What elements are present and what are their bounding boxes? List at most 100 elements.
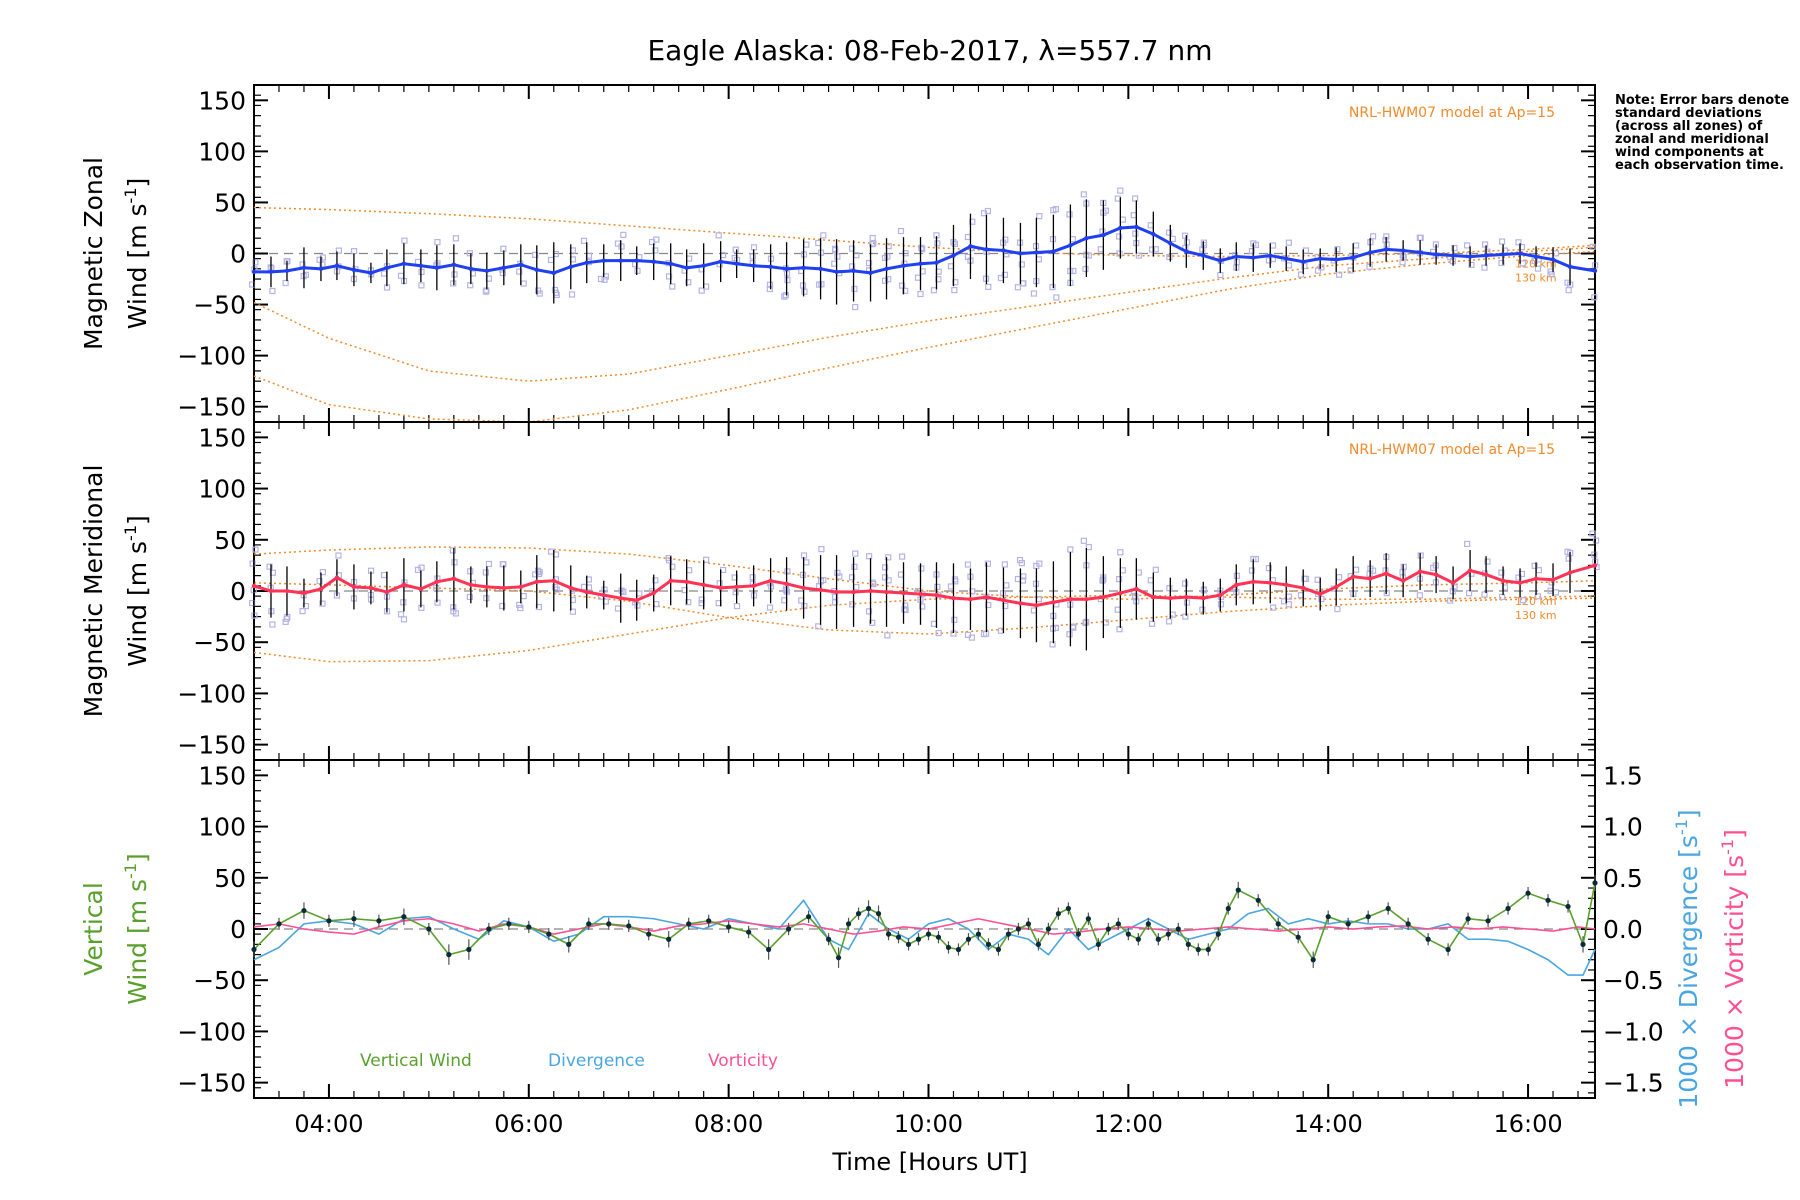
zonal-wind-point [1284, 256, 1289, 261]
zonal-wind-point [618, 258, 623, 263]
meridional-wind-point [334, 575, 340, 580]
meridional-zone-marker [951, 616, 958, 623]
zonal-zone-marker [620, 231, 627, 238]
meridional-wind-point [1333, 584, 1339, 590]
zonal-wind-point [801, 265, 806, 270]
zonal-wind-point [868, 270, 873, 276]
vertical-wind-point [301, 907, 307, 914]
vertical-wind-point [486, 926, 492, 932]
zonal-zone-marker [964, 233, 972, 241]
vertical-wind-panel: −150 −100 −50 0 50 100 150 Vertical Wind [m s-1]… [79, 759, 1749, 1138]
meridional-zone-marker [1181, 580, 1189, 587]
zonal-zone-marker [1181, 232, 1189, 239]
zonal-zone-marker [1036, 213, 1043, 220]
zonal-zone-marker [749, 253, 756, 260]
zonal-zone-marker [715, 232, 722, 239]
vertical-wind-point [955, 946, 962, 953]
meridional-zone-marker [451, 559, 458, 566]
vertical-wind-point [1075, 931, 1081, 937]
vertical-wind-point [1105, 926, 1111, 932]
meridional-zone-marker [1030, 607, 1038, 614]
zonal-wind-point [1134, 224, 1139, 230]
zonal-zone-marker [1035, 256, 1042, 263]
vertical-wind-point [1445, 946, 1451, 953]
meridional-zone-marker [784, 568, 791, 575]
meridional-zone-marker [1481, 591, 1488, 598]
zonal-wind-point [1400, 248, 1406, 253]
zonal-zone-marker [601, 276, 608, 283]
zonal-zone-marker [350, 248, 358, 255]
zonal-zone-marker [1183, 239, 1191, 246]
zonal-zone-marker [1269, 242, 1277, 249]
zonal-zone-marker [1591, 294, 1598, 301]
vertical-y-tick-label: 0 [230, 915, 246, 944]
zonal-wind-point [1018, 251, 1023, 256]
vertical-wind-point [351, 916, 357, 922]
meridional-wind-point [1268, 580, 1273, 586]
zonal-wind-point [1218, 258, 1223, 263]
meridional-zone-marker [919, 603, 926, 610]
zonal-zone-marker [1148, 246, 1156, 253]
zonal-zone-marker [1080, 191, 1087, 198]
meridional-zone-marker [852, 550, 859, 557]
meridional-wind-point [901, 590, 906, 596]
vertical-wind-point [1255, 897, 1261, 903]
zonal-zone-marker [930, 287, 938, 294]
meridional-wind-point [801, 585, 806, 591]
meridional-zone-marker [434, 599, 441, 606]
vertical-wind-point [865, 905, 872, 912]
zonal-zone-marker [884, 253, 891, 260]
zonal-wind-point [1533, 254, 1539, 259]
vertical-wind-point [915, 936, 922, 942]
meridional-wind-point [968, 596, 973, 602]
zonal-zone-marker [1498, 259, 1505, 267]
zonal-zone-marker [1049, 284, 1056, 291]
meridional-y-axis-label-line2: Wind [m s-1] [121, 515, 152, 667]
meridional-zone-marker [1148, 620, 1156, 627]
vertical-wind-point [895, 934, 902, 940]
zonal-wind-point [368, 270, 374, 276]
meridional-wind-point [868, 588, 873, 594]
zonal-zone-marker [686, 255, 693, 262]
meridional-wind-point [1533, 576, 1539, 581]
zonal-zone-marker [580, 237, 588, 244]
vertical-wind-point [686, 921, 692, 927]
zonal-zone-marker [1265, 257, 1273, 264]
meridional-wind-point [618, 595, 623, 601]
meridional-zone-marker [449, 547, 456, 554]
zonal-zone-marker [865, 259, 873, 267]
x-tick-label: 08:00 [694, 1110, 763, 1138]
vertical-wind-point [905, 941, 912, 947]
zonal-zone-marker [1132, 230, 1139, 237]
meridional-zone-marker [1001, 561, 1008, 568]
meridional-zone-marker [1314, 576, 1321, 583]
vertical-wind-point [1205, 946, 1211, 953]
meridional-zone-marker [517, 604, 524, 612]
zonal-model-curve [253, 250, 1596, 423]
meridional-zone-marker [249, 560, 256, 567]
zonal-zone-marker [951, 240, 959, 248]
zonal-wind-point [1467, 254, 1473, 259]
zonal-zone-marker [815, 281, 823, 288]
meridional-wind-point [1051, 600, 1056, 605]
meridional-zone-marker [269, 621, 276, 628]
meridional-zone-marker [703, 556, 710, 563]
meridional-zone-marker [266, 563, 273, 570]
vertical-wind-point [586, 921, 592, 927]
meridional-zone-marker [732, 589, 739, 596]
vertical-y2-tick-label: 0.0 [1603, 915, 1643, 944]
zonal-wind-point [1483, 253, 1489, 258]
meridional-zone-marker [935, 629, 942, 637]
meridional-zone-marker [1033, 562, 1040, 570]
meridional-wind-point [668, 578, 673, 583]
zonal-zone-marker [834, 253, 841, 260]
zonal-zone-marker [1481, 241, 1489, 248]
meridional-wind-point [1367, 576, 1373, 581]
meridional-wind-point [734, 584, 739, 590]
zonal-zone-marker [1565, 287, 1572, 294]
meridional-wind-point [418, 586, 424, 592]
vertical-y2-tick-label: 1.0 [1603, 813, 1643, 842]
zonal-zone-marker [897, 227, 905, 235]
meridional-wind-point [1168, 595, 1173, 601]
zonal-zone-marker [869, 241, 876, 248]
